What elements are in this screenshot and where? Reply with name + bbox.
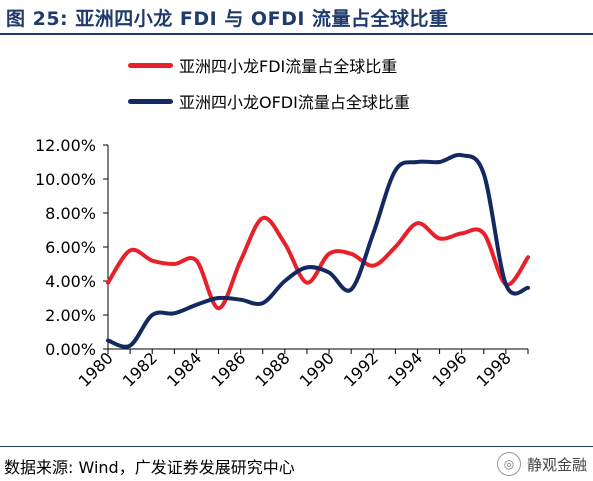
legend-item-fdi: 亚洲四小龙FDI流量占全球比重 xyxy=(128,54,410,76)
legend-label-fdi: 亚洲四小龙FDI流量占全球比重 xyxy=(179,57,398,76)
x-tick-label: 1998 xyxy=(472,348,514,390)
x-tick-label: 1996 xyxy=(428,348,470,390)
source-divider xyxy=(0,446,593,447)
x-tick-label: 1994 xyxy=(384,348,426,390)
y-tick-label: 10.00% xyxy=(35,170,96,189)
y-tick-label: 0.00% xyxy=(45,340,96,359)
line-chart: 0.00% 2.00% 4.00% 6.00% 8.00% 10.00% 12.00% 198… xyxy=(35,136,530,391)
x-tick-label: 1982 xyxy=(119,348,161,390)
x-tick-label: 1990 xyxy=(296,348,338,390)
y-tick-label: 4.00% xyxy=(45,272,96,291)
x-tick-label: 1984 xyxy=(163,348,205,390)
x-tick-label: 1986 xyxy=(207,348,249,390)
title-divider xyxy=(0,33,593,35)
y-tick-label: 2.00% xyxy=(45,306,96,325)
source-note: 数据来源: Wind，广发证券发展研究中心 xyxy=(4,458,295,477)
x-tick-label: 1988 xyxy=(251,348,293,390)
y-tick-label: 8.00% xyxy=(45,204,96,223)
legend-item-ofdi: 亚洲四小龙OFDI流量占全球比重 xyxy=(128,90,410,112)
page-title: 图 25: 亚洲四小龙 FDI 与 OFDI 流量占全球比重 xyxy=(6,8,449,30)
legend-label-ofdi: 亚洲四小龙OFDI流量占全球比重 xyxy=(179,93,410,112)
series-line-ofdi xyxy=(106,152,530,349)
chart-legend: 亚洲四小龙FDI流量占全球比重 亚洲四小龙OFDI流量占全球比重 xyxy=(128,54,410,126)
legend-swatch-fdi xyxy=(128,62,173,68)
series-line-fdi xyxy=(106,215,530,311)
legend-swatch-ofdi xyxy=(128,98,173,104)
y-tick-label: 6.00% xyxy=(45,238,96,257)
watermark: ◎ 静观金融 xyxy=(496,452,587,476)
y-tick-label: 12.00% xyxy=(35,136,96,155)
x-tick-label: 1992 xyxy=(340,348,382,390)
wechat-icon: ◎ xyxy=(496,452,521,476)
watermark-label: 静观金融 xyxy=(526,455,587,474)
